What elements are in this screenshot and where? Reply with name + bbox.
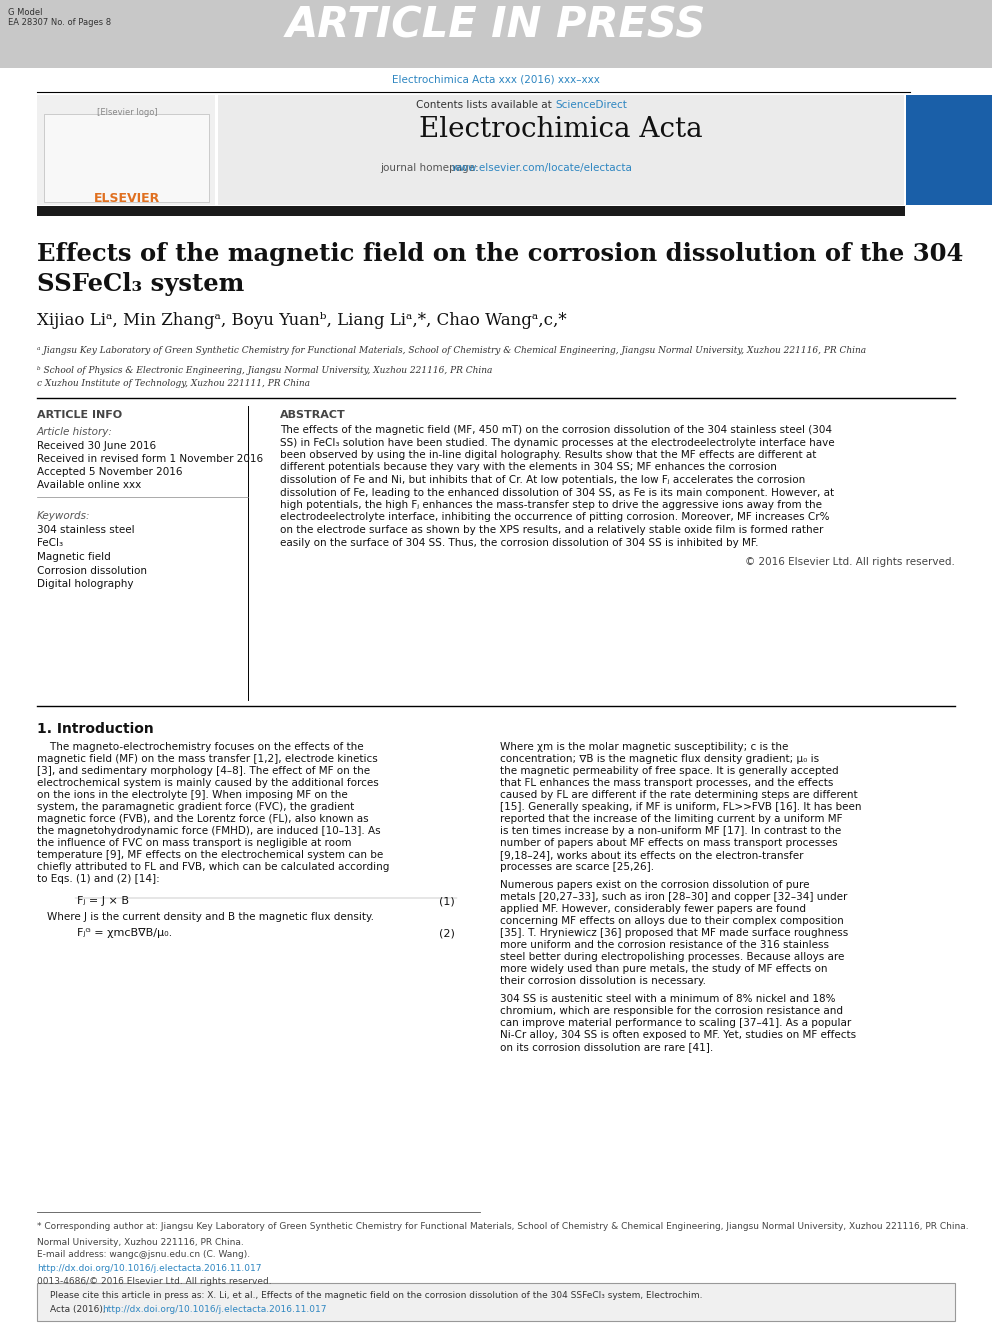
- Text: ABSTRACT: ABSTRACT: [280, 410, 346, 419]
- Text: Electrochimica Acta xxx (2016) xxx–xxx: Electrochimica Acta xxx (2016) xxx–xxx: [392, 74, 600, 83]
- Text: [Elsevier logo]: [Elsevier logo]: [96, 108, 158, 116]
- Text: number of papers about MF effects on mass transport processes: number of papers about MF effects on mas…: [500, 837, 837, 848]
- Text: E-mail address: wangc@jsnu.edu.cn (C. Wang).: E-mail address: wangc@jsnu.edu.cn (C. Wa…: [37, 1250, 250, 1259]
- Text: [9,18–24], works about its effects on the electron-transfer: [9,18–24], works about its effects on th…: [500, 849, 804, 860]
- Text: Magnetic field: Magnetic field: [37, 552, 111, 562]
- Text: www.elsevier.com/locate/electacta: www.elsevier.com/locate/electacta: [452, 163, 633, 173]
- FancyBboxPatch shape: [44, 114, 209, 202]
- Text: Electrochimica Acta: Electrochimica Acta: [420, 116, 702, 143]
- Text: their corrosion dissolution is necessary.: their corrosion dissolution is necessary…: [500, 976, 706, 986]
- Text: system, the paramagnetic gradient force (FVC), the gradient: system, the paramagnetic gradient force …: [37, 802, 354, 812]
- Text: Contents lists available at: Contents lists available at: [416, 101, 555, 110]
- Text: more widely used than pure metals, the study of MF effects on: more widely used than pure metals, the s…: [500, 964, 827, 974]
- Text: the magnetic permeability of free space. It is generally accepted: the magnetic permeability of free space.…: [500, 766, 838, 777]
- Text: to Eqs. (1) and (2) [14]:: to Eqs. (1) and (2) [14]:: [37, 875, 160, 884]
- Text: The effects of the magnetic field (MF, 450 mT) on the corrosion dissolution of t: The effects of the magnetic field (MF, 4…: [280, 425, 832, 435]
- Text: applied MF. However, considerably fewer papers are found: applied MF. However, considerably fewer …: [500, 904, 806, 914]
- Text: (2): (2): [439, 927, 455, 938]
- Text: Corrosion dissolution: Corrosion dissolution: [37, 565, 147, 576]
- Text: on the electrode surface as shown by the XPS results, and a relatively stable ox: on the electrode surface as shown by the…: [280, 525, 823, 534]
- Text: Available online xxx: Available online xxx: [37, 480, 141, 490]
- Text: Received 30 June 2016: Received 30 June 2016: [37, 441, 156, 451]
- Text: Ni-Cr alloy, 304 SS is often exposed to MF. Yet, studies on MF effects: Ni-Cr alloy, 304 SS is often exposed to …: [500, 1031, 856, 1040]
- Text: electrochemical system is mainly caused by the additional forces: electrochemical system is mainly caused …: [37, 778, 379, 789]
- Text: ARTICLE INFO: ARTICLE INFO: [37, 410, 122, 419]
- Text: Received in revised form 1 November 2016: Received in revised form 1 November 2016: [37, 454, 263, 464]
- Text: steel better during electropolishing processes. Because alloys are: steel better during electropolishing pro…: [500, 953, 844, 962]
- Text: can improve material performance to scaling [37–41]. As a popular: can improve material performance to scal…: [500, 1017, 851, 1028]
- Text: caused by FL are different if the rate determining steps are different: caused by FL are different if the rate d…: [500, 790, 858, 800]
- Text: chromium, which are responsible for the corrosion resistance and: chromium, which are responsible for the …: [500, 1005, 843, 1016]
- Text: ARTICLE IN PRESS: ARTICLE IN PRESS: [286, 5, 706, 48]
- FancyBboxPatch shape: [37, 1283, 955, 1320]
- Text: FeCl₃: FeCl₃: [37, 538, 63, 549]
- Text: © 2016 Elsevier Ltd. All rights reserved.: © 2016 Elsevier Ltd. All rights reserved…: [745, 557, 955, 568]
- FancyBboxPatch shape: [218, 95, 904, 205]
- Text: on the ions in the electrolyte [9]. When imposing MF on the: on the ions in the electrolyte [9]. When…: [37, 790, 348, 800]
- Text: temperature [9], MF effects on the electrochemical system can be: temperature [9], MF effects on the elect…: [37, 849, 383, 860]
- Text: c Xuzhou Institute of Technology, Xuzhou 221111, PR China: c Xuzhou Institute of Technology, Xuzhou…: [37, 378, 310, 388]
- FancyBboxPatch shape: [906, 95, 992, 205]
- Text: EA 28307 No. of Pages 8: EA 28307 No. of Pages 8: [8, 19, 111, 26]
- Text: * Corresponding author at: Jiangsu Key Laboratory of Green Synthetic Chemistry f: * Corresponding author at: Jiangsu Key L…: [37, 1222, 968, 1230]
- Text: SSFeCl₃ system: SSFeCl₃ system: [37, 273, 244, 296]
- Text: different potentials because they vary with the elements in 304 SS; MF enhances : different potentials because they vary w…: [280, 463, 777, 472]
- Text: more uniform and the corrosion resistance of the 316 stainless: more uniform and the corrosion resistanc…: [500, 941, 829, 950]
- Text: [15]. Generally speaking, if MF is uniform, FL>>FVB [16]. It has been: [15]. Generally speaking, if MF is unifo…: [500, 802, 861, 812]
- Text: chiefly attributed to FL and FVB, which can be calculated according: chiefly attributed to FL and FVB, which …: [37, 863, 390, 872]
- Text: ScienceDirect: ScienceDirect: [555, 101, 627, 110]
- Text: is ten times increase by a non-uniform MF [17]. In contrast to the: is ten times increase by a non-uniform M…: [500, 826, 841, 836]
- Text: Article history:: Article history:: [37, 427, 113, 437]
- Text: dissolution of Fe, leading to the enhanced dissolution of 304 SS, as Fe is its m: dissolution of Fe, leading to the enhanc…: [280, 487, 834, 497]
- Text: Normal University, Xuzhou 221116, PR China.: Normal University, Xuzhou 221116, PR Chi…: [37, 1238, 244, 1248]
- Text: 304 stainless steel: 304 stainless steel: [37, 525, 135, 534]
- Text: Acta (2016),: Acta (2016),: [50, 1304, 108, 1314]
- Text: Please cite this article in press as: X. Li, et al., Effects of the magnetic fie: Please cite this article in press as: X.…: [50, 1291, 702, 1301]
- Text: The magneto-electrochemistry focuses on the effects of the: The magneto-electrochemistry focuses on …: [37, 742, 364, 751]
- Text: journal homepage:: journal homepage:: [380, 163, 482, 173]
- FancyBboxPatch shape: [37, 95, 215, 205]
- Text: Where χm is the molar magnetic susceptibility; c is the: Where χm is the molar magnetic susceptib…: [500, 742, 789, 751]
- Text: processes are scarce [25,26].: processes are scarce [25,26].: [500, 863, 654, 872]
- Text: Keywords:: Keywords:: [37, 511, 90, 521]
- Text: [3], and sedimentary morphology [4–8]. The effect of MF on the: [3], and sedimentary morphology [4–8]. T…: [37, 766, 370, 777]
- Text: high potentials, the high Fⱼ enhances the mass-transfer step to drive the aggres: high potentials, the high Fⱼ enhances th…: [280, 500, 822, 509]
- Text: 1. Introduction: 1. Introduction: [37, 722, 154, 736]
- Text: been observed by using the in-line digital holography. Results show that the MF : been observed by using the in-line digit…: [280, 450, 816, 460]
- Text: (1): (1): [439, 896, 455, 906]
- Text: concentration; ∇B is the magnetic flux density gradient; μ₀ is: concentration; ∇B is the magnetic flux d…: [500, 754, 819, 763]
- Text: magnetic force (FVB), and the Lorentz force (FL), also known as: magnetic force (FVB), and the Lorentz fo…: [37, 814, 369, 824]
- Text: electrodeelectrolyte interface, inhibiting the occurrence of pitting corrosion. : electrodeelectrolyte interface, inhibiti…: [280, 512, 829, 523]
- Text: ELSEVIER: ELSEVIER: [94, 192, 160, 205]
- Text: [35]. T. Hryniewicz [36] proposed that MF made surface roughness: [35]. T. Hryniewicz [36] proposed that M…: [500, 927, 848, 938]
- Text: reported that the increase of the limiting current by a uniform MF: reported that the increase of the limiti…: [500, 814, 842, 824]
- Text: 0013-4686/© 2016 Elsevier Ltd. All rights reserved.: 0013-4686/© 2016 Elsevier Ltd. All right…: [37, 1277, 272, 1286]
- Text: metals [20,27–33], such as iron [28–30] and copper [32–34] under: metals [20,27–33], such as iron [28–30] …: [500, 892, 847, 902]
- Text: concerning MF effects on alloys due to their complex composition: concerning MF effects on alloys due to t…: [500, 916, 844, 926]
- Text: SS) in FeCl₃ solution have been studied. The dynamic processes at the electrodee: SS) in FeCl₃ solution have been studied.…: [280, 438, 834, 447]
- Text: dissolution of Fe and Ni, but inhibits that of Cr. At low potentials, the low Fⱼ: dissolution of Fe and Ni, but inhibits t…: [280, 475, 806, 486]
- Text: 304 SS is austenitic steel with a minimum of 8% nickel and 18%: 304 SS is austenitic steel with a minimu…: [500, 994, 835, 1004]
- Text: http://dx.doi.org/10.1016/j.electacta.2016.11.017: http://dx.doi.org/10.1016/j.electacta.20…: [37, 1263, 262, 1273]
- Text: Digital holography: Digital holography: [37, 579, 134, 589]
- Text: G Model: G Model: [8, 8, 43, 17]
- Text: Where J is the current density and B the magnetic flux density.: Where J is the current density and B the…: [47, 912, 374, 922]
- Text: ᵇ School of Physics & Electronic Engineering, Jiangsu Normal University, Xuzhou : ᵇ School of Physics & Electronic Enginee…: [37, 366, 492, 374]
- Text: Effects of the magnetic field on the corrosion dissolution of the 304: Effects of the magnetic field on the cor…: [37, 242, 963, 266]
- Text: on its corrosion dissolution are rare [41].: on its corrosion dissolution are rare [4…: [500, 1043, 713, 1052]
- Text: easily on the surface of 304 SS. Thus, the corrosion dissolution of 304 SS is in: easily on the surface of 304 SS. Thus, t…: [280, 537, 759, 548]
- FancyBboxPatch shape: [37, 206, 905, 216]
- Text: that FL enhances the mass transport processes, and the effects: that FL enhances the mass transport proc…: [500, 778, 833, 789]
- Text: the influence of FVC on mass transport is negligible at room: the influence of FVC on mass transport i…: [37, 837, 351, 848]
- Text: Numerous papers exist on the corrosion dissolution of pure: Numerous papers exist on the corrosion d…: [500, 880, 809, 890]
- Text: Accepted 5 November 2016: Accepted 5 November 2016: [37, 467, 183, 478]
- Text: Xijiao Liᵃ, Min Zhangᵃ, Boyu Yuanᵇ, Liang Liᵃ,*, Chao Wangᵃ,c,*: Xijiao Liᵃ, Min Zhangᵃ, Boyu Yuanᵇ, Lian…: [37, 312, 566, 329]
- Text: http://dx.doi.org/10.1016/j.electacta.2016.11.017: http://dx.doi.org/10.1016/j.electacta.20…: [102, 1304, 326, 1314]
- Text: ᵃ Jiangsu Key Laboratory of Green Synthetic Chemistry for Functional Materials, : ᵃ Jiangsu Key Laboratory of Green Synthe…: [37, 347, 866, 355]
- Text: magnetic field (MF) on the mass transfer [1,2], electrode kinetics: magnetic field (MF) on the mass transfer…: [37, 754, 378, 763]
- Text: Fⱼ = J × B: Fⱼ = J × B: [77, 896, 129, 906]
- Text: the magnetohydrodynamic force (FMHD), are induced [10–13]. As: the magnetohydrodynamic force (FMHD), ar…: [37, 826, 381, 836]
- Text: Fⱼᴳ = χmcB∇B/μ₀.: Fⱼᴳ = χmcB∇B/μ₀.: [77, 927, 173, 938]
- FancyBboxPatch shape: [0, 0, 992, 67]
